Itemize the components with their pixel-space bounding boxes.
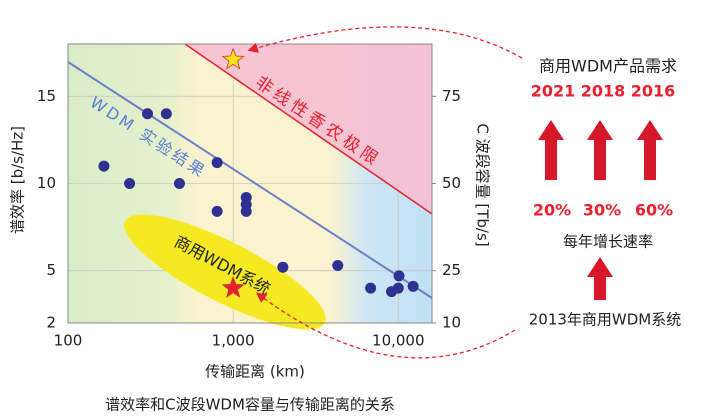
origin-label: 2013年商用WDM系统 [529, 311, 682, 329]
y2-tick-label: 50 [442, 174, 461, 192]
y-tick-label: 15 [37, 87, 56, 105]
data-point [332, 259, 344, 271]
y-tick-label: 5 [46, 261, 56, 279]
side-title: 商用WDM产品需求 [539, 57, 677, 76]
star-marker [221, 275, 245, 298]
arrow-to-commercial [255, 292, 516, 359]
x-axis-label: 传输距离 (km) [205, 363, 305, 381]
data-point [407, 280, 419, 292]
y2-tick-label: 25 [442, 261, 461, 279]
data-point [211, 205, 223, 217]
y-axis-label: 谱效率 [b/s/Hz] [9, 126, 27, 234]
y2-tick-label: 75 [442, 87, 461, 105]
data-point [393, 270, 405, 282]
experiment-line [67, 61, 433, 299]
y2-axis-label: C 波段容量 [Tb/s] [474, 123, 492, 246]
x-tick-label: 100 [54, 332, 83, 350]
data-point [173, 178, 185, 189]
rate-label: 每年增长速率 [563, 233, 653, 251]
data-point [392, 282, 404, 294]
x-tick-label: 10,000 [372, 332, 425, 350]
commercial-ellipse [124, 214, 326, 330]
y-tick-label: 10 [37, 174, 56, 192]
data-point [277, 261, 289, 273]
y-tick-label: 2 [46, 314, 56, 332]
year: 2016 [631, 82, 676, 101]
rate: 20% [533, 201, 571, 220]
caption: 谱效率和C波段WDM容量与传输距离的关系 [105, 396, 395, 414]
data-point [365, 282, 377, 294]
star-marker [221, 47, 245, 70]
year: 2018 [581, 82, 626, 101]
x-tick-label: 1,000 [212, 332, 255, 350]
data-point [240, 205, 252, 217]
data-point [124, 178, 136, 189]
data-point [142, 108, 154, 120]
y2-tick-label: 10 [442, 314, 461, 332]
data-point [160, 108, 172, 120]
year: 2021 [531, 82, 576, 101]
arrow-to-limit [247, 26, 523, 59]
rate: 30% [583, 201, 621, 220]
shannon-line [184, 43, 433, 215]
data-point [211, 157, 223, 169]
growth-arrows [538, 120, 663, 300]
rate: 60% [635, 201, 673, 220]
data-point [98, 160, 110, 172]
